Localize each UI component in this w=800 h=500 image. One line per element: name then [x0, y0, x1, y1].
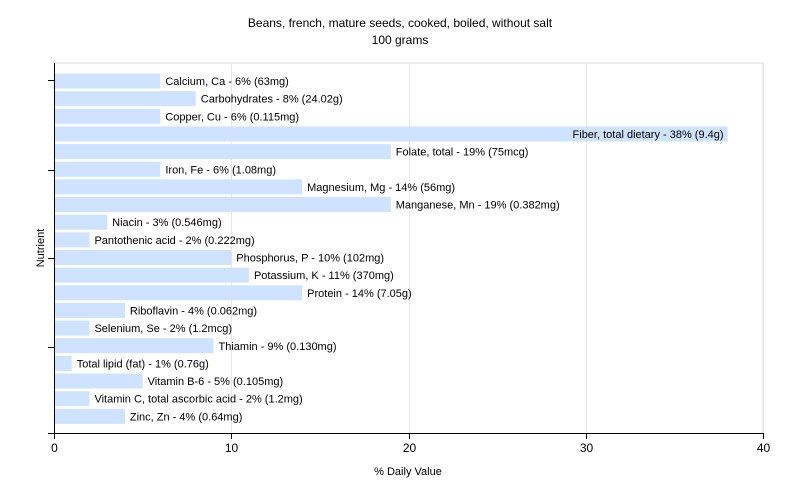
bar-label: Pantothenic acid - 2% (0.222mg): [94, 235, 254, 247]
bar: [54, 320, 90, 336]
bar: [54, 302, 125, 318]
bar: [54, 179, 303, 195]
bar-label: Riboflavin - 4% (0.062mg): [130, 305, 257, 317]
bar: [54, 250, 232, 265]
bar: [54, 126, 728, 142]
x-tick-label: 10: [225, 441, 239, 455]
bar: [54, 91, 196, 107]
bar-label: Magnesium, Mg - 14% (56mg): [307, 182, 455, 194]
x-tick-label: 30: [580, 441, 594, 455]
bar-label: Protein - 14% (7.05g): [307, 288, 412, 300]
bar-label: Fiber, total dietary - 38% (9.4g): [573, 129, 724, 141]
bar-label: Zinc, Zn - 4% (0.64mg): [130, 411, 242, 423]
bar-label: Folate, total - 19% (75mcg): [396, 147, 529, 159]
bar: [54, 197, 391, 213]
bar-label: Vitamin C, total ascorbic acid - 2% (1.2…: [94, 394, 302, 406]
bar: [54, 214, 108, 230]
x-tick-label: 0: [51, 441, 58, 455]
bar-label: Selenium, Se - 2% (1.2mcg): [94, 323, 232, 335]
bar: [54, 338, 214, 354]
bar-label: Carbohydrates - 8% (24.02g): [201, 94, 343, 106]
bar-label: Niacin - 3% (0.546mg): [112, 217, 221, 229]
bar: [54, 373, 143, 389]
bar: [54, 73, 161, 89]
bar-label: Vitamin B-6 - 5% (0.105mg): [148, 376, 284, 388]
bar-label: Iron, Fe - 6% (1.08mg): [165, 164, 276, 176]
bar: [54, 161, 161, 177]
bar: [54, 355, 72, 371]
x-axis-label: % Daily Value: [374, 466, 442, 478]
bar: [54, 408, 125, 424]
bar: [54, 144, 391, 160]
bar-label: Manganese, Mn - 19% (0.382mg): [396, 200, 560, 212]
chart-title: Beans, french, mature seeds, cooked, boi…: [247, 16, 553, 30]
bar-label: Thiamin - 9% (0.130mg): [219, 341, 337, 353]
bar: [54, 232, 90, 248]
chart-subtitle: 100 grams: [371, 33, 429, 47]
bar-label: Calcium, Ca - 6% (63mg): [165, 76, 288, 88]
x-tick-label: 20: [403, 441, 417, 455]
bar: [54, 391, 90, 407]
bar-label: Copper, Cu - 6% (0.115mg): [165, 111, 299, 123]
y-axis-label: Nutrient: [35, 228, 47, 268]
bar: [54, 285, 303, 301]
bar: [54, 108, 161, 124]
bar-label: Total lipid (fat) - 1% (0.76g): [77, 358, 209, 370]
bar-label: Phosphorus, P - 10% (102mg): [236, 253, 384, 265]
bar: [54, 267, 249, 283]
bar-label: Potassium, K - 11% (370mg): [254, 270, 394, 282]
x-tick-label: 40: [757, 441, 771, 455]
